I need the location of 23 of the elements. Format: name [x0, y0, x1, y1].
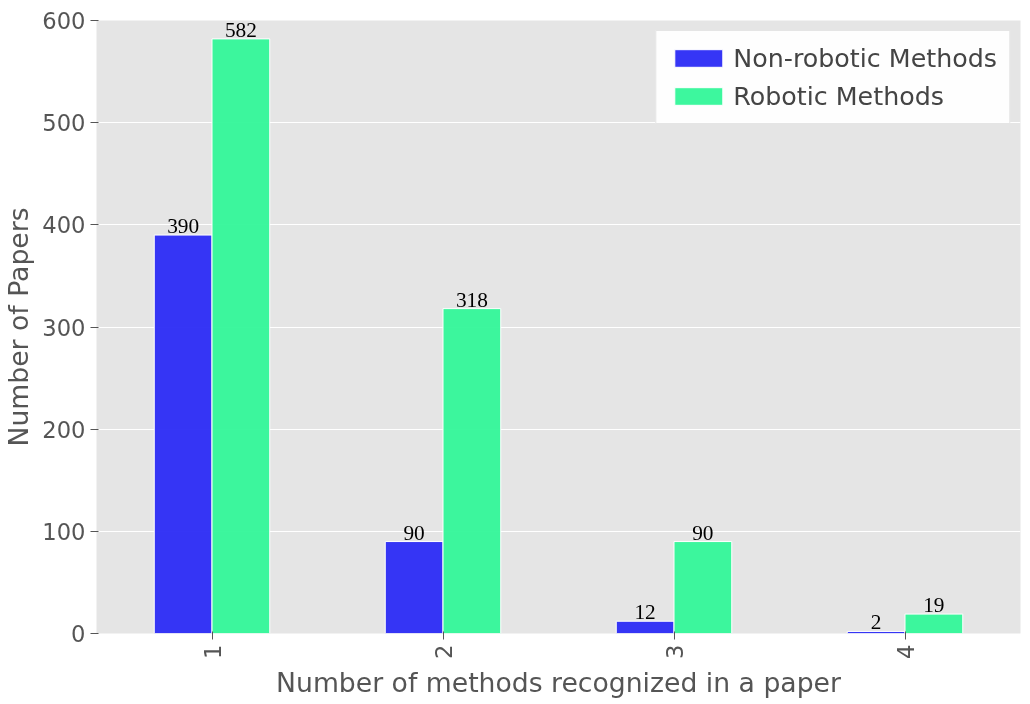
- x-tick-label: 2: [430, 644, 457, 659]
- y-tick-label: 200: [42, 416, 86, 443]
- y-tick-label: 300: [42, 314, 86, 341]
- data-label: 19: [923, 593, 945, 618]
- data-label: 90: [403, 520, 425, 545]
- data-label: 390: [167, 214, 200, 239]
- data-label: 582: [224, 17, 257, 42]
- y-tick-label: 600: [42, 8, 86, 34]
- y-tick-label: 400: [42, 212, 86, 239]
- data-label: 12: [634, 600, 656, 625]
- data-label: 2: [870, 610, 882, 635]
- data-label: 318: [455, 287, 488, 312]
- x-axis-title: Number of methods recognized in a paper: [276, 666, 841, 698]
- y-tick-label: 500: [42, 110, 86, 137]
- legend-label: Robotic Methods: [733, 81, 944, 111]
- data-label: 90: [692, 520, 714, 545]
- y-tick-label: 0: [71, 621, 86, 647]
- legend-label: Non-robotic Methods: [733, 43, 997, 73]
- x-tick-label: 3: [661, 644, 688, 659]
- y-axis-title: Number of Papers: [3, 207, 35, 447]
- x-tick-label: 4: [892, 644, 919, 659]
- y-tick-label: 100: [42, 518, 86, 545]
- x-tick-label: 1: [199, 644, 226, 659]
